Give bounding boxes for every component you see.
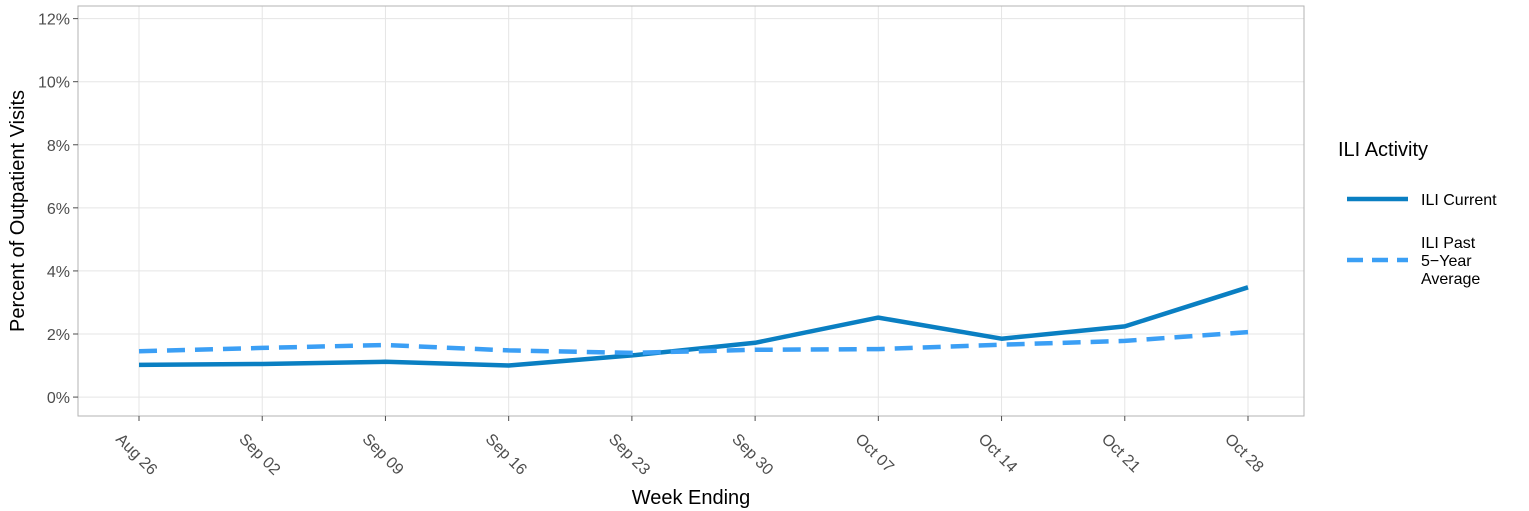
y-tick-label: 6% — [47, 201, 70, 218]
plot-panel-border — [77, 5, 1305, 417]
axis-ticks — [73, 18, 1249, 421]
ili-current-line — [138, 285, 1249, 368]
x-tick-label: Sep 30 — [728, 431, 776, 479]
ili-five-year-average-line — [138, 329, 1249, 356]
x-tick-label: Oct 14 — [975, 431, 1020, 476]
y-axis-title: Percent of Outpatient Visits — [7, 90, 29, 332]
gridlines — [78, 6, 1304, 416]
x-tick-label: Oct 21 — [1098, 431, 1143, 476]
x-tick-label: Sep 02 — [235, 431, 283, 479]
y-tick-label: 2% — [47, 327, 70, 344]
y-tick-label: 4% — [47, 264, 70, 281]
legend-label: 5−Year — [1421, 253, 1472, 270]
legend-title: ILI Activity — [1338, 139, 1428, 161]
legend: ILI Activity ILI Current ILI Past5−YearAv… — [1338, 139, 1497, 288]
series-lines — [138, 285, 1249, 368]
x-tick-label: Sep 09 — [359, 431, 407, 479]
x-tick-label: Sep 23 — [605, 431, 653, 479]
legend-label: ILI Past — [1421, 235, 1476, 252]
y-tick-label: 10% — [38, 75, 70, 92]
x-tick-label: Aug 26 — [112, 431, 160, 479]
y-tick-label: 0% — [47, 390, 70, 407]
y-tick-label: 8% — [47, 138, 70, 155]
y-tick-label: 12% — [38, 12, 70, 29]
x-tick-label: Oct 07 — [852, 431, 897, 476]
legend-label: ILI Current — [1421, 192, 1497, 209]
legend-label: Average — [1421, 271, 1480, 288]
x-tick-label: Oct 28 — [1221, 431, 1266, 476]
x-tick-label: Sep 16 — [482, 431, 530, 479]
x-axis-title: Week Ending — [632, 487, 751, 509]
